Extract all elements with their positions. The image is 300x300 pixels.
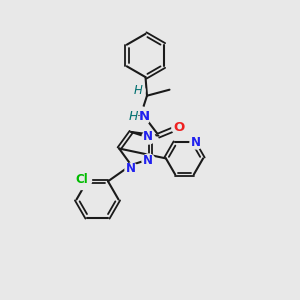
Text: H: H — [134, 84, 143, 97]
Text: O: O — [173, 121, 184, 134]
Text: H: H — [129, 110, 139, 123]
Text: ·: · — [137, 110, 141, 123]
Text: N: N — [138, 110, 150, 123]
Text: N: N — [126, 162, 136, 175]
Text: N: N — [143, 154, 153, 167]
Text: N: N — [143, 130, 153, 143]
Text: N: N — [191, 136, 201, 149]
Text: Cl: Cl — [75, 173, 88, 186]
